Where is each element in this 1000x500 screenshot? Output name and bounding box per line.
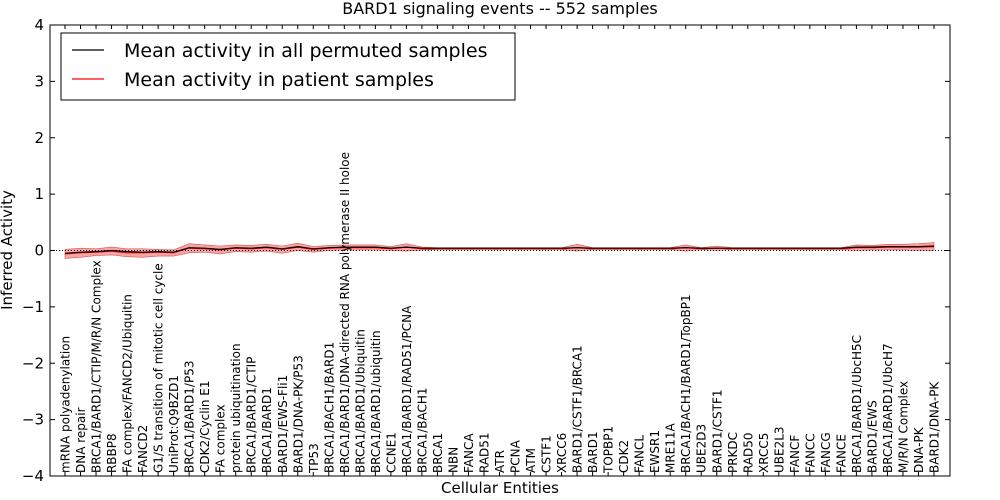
x-tick-label: BARD1/DNA-PK bbox=[928, 381, 942, 473]
x-tick-label: BRCA1/BARD1 bbox=[260, 387, 274, 473]
x-tick-label: BRCA1/BARD1/RAD51/PCNA bbox=[400, 305, 414, 473]
x-tick-label: UBE2L3 bbox=[772, 426, 786, 473]
x-tick-label: BRCA1/BACH1/BARD1/TopBP1 bbox=[679, 294, 693, 473]
x-tick-label: FANCD2 bbox=[136, 425, 150, 473]
y-tick-label: 1 bbox=[34, 185, 44, 203]
x-tick-label: CSTF1 bbox=[540, 435, 554, 473]
x-tick-label: RAD51 bbox=[478, 432, 492, 473]
series-line-permuted bbox=[64, 245, 935, 254]
x-tick-label: FANCC bbox=[803, 433, 817, 473]
y-axis-label: Inferred Activity bbox=[0, 190, 16, 310]
y-tick-label: 2 bbox=[34, 129, 44, 147]
x-tick-label: M/R/N Complex bbox=[897, 381, 911, 473]
x-tick-label: CCNE1 bbox=[384, 432, 398, 473]
x-tick-label: BRCA1/BARD1/CTIP/M/R/N Complex bbox=[90, 260, 104, 473]
x-tick-label: CDK2/Cyclin E1 bbox=[198, 380, 212, 473]
x-tick-label: FANCF bbox=[788, 435, 802, 473]
x-tick-label: BARD1 bbox=[586, 431, 600, 473]
x-tick-label: DNA-PK bbox=[912, 426, 926, 473]
y-tick-label: 0 bbox=[34, 242, 44, 260]
x-tick-label: EWSR1 bbox=[648, 430, 662, 473]
x-tick-label: FANCA bbox=[462, 433, 476, 473]
x-tick-label: BRCA1/BARD1/P53 bbox=[183, 361, 197, 473]
legend-box bbox=[60, 32, 516, 101]
y-tick-label: −3 bbox=[22, 411, 44, 429]
chart-title: BARD1 signaling events -- 552 samples bbox=[342, 0, 658, 18]
x-tick-label: BRCA1/BARD1/UbcH5C bbox=[850, 335, 864, 473]
y-tick-label: −2 bbox=[22, 354, 44, 372]
series-line-layer bbox=[50, 245, 950, 255]
x-tick-label: TP53 bbox=[307, 443, 321, 474]
x-tick-label: BRCA1/BARD1/ubiquitin bbox=[369, 330, 383, 473]
x-tick-label: UBE2D3 bbox=[695, 424, 709, 473]
y-tick-label: −1 bbox=[22, 298, 44, 316]
x-tick-label: BARD1/EWS bbox=[865, 400, 879, 473]
x-tick-label: BARD1/DNA-PK/P53 bbox=[291, 355, 305, 473]
legend-label-permuted: Mean activity in all permuted samples bbox=[124, 40, 487, 62]
x-tick-label: CDK2 bbox=[617, 440, 631, 473]
y-tick-label: 3 bbox=[34, 72, 44, 90]
x-tick-label: FANCE bbox=[834, 434, 848, 473]
x-tick-label: RAD50 bbox=[741, 432, 755, 473]
x-tick-label: PCNA bbox=[509, 439, 523, 473]
x-tick-label: ATR bbox=[493, 450, 507, 473]
x-tick-label: ATM bbox=[524, 448, 538, 473]
x-tick-label: FA complex/FANCD2/Ubiquitin bbox=[121, 294, 135, 473]
x-tick-label: FANCG bbox=[819, 432, 833, 473]
legend: Mean activity in all permuted samples Me… bbox=[60, 32, 516, 101]
x-tick-label: G1/S transition of mitotic cell cycle bbox=[152, 263, 166, 473]
x-tick-label: mRNA polyadenylation bbox=[59, 336, 73, 473]
x-tick-label: BRCA1/BARD1/UbcH7 bbox=[881, 343, 895, 473]
x-tick-label: FANCL bbox=[633, 435, 647, 473]
confidence-band bbox=[64, 242, 935, 259]
x-tick-label: XRCC5 bbox=[757, 433, 771, 473]
x-tick-label: BRCA1/BARD1/DNA-directed RNA polymerase … bbox=[338, 152, 352, 473]
x-tick-label: XRCC6 bbox=[555, 433, 569, 473]
x-tick-label: NBN bbox=[446, 447, 460, 473]
x-tick-label: BARD1/EWS-Fli1 bbox=[276, 375, 290, 473]
x-tick-label: DNA repair bbox=[74, 407, 88, 473]
x-tick-label: BARD1/CSTF1/BRCA1 bbox=[571, 345, 585, 473]
x-tick-label: BRCA1/BARD1/CTIP bbox=[245, 357, 259, 473]
x-tick-label: BARD1/CSTF1 bbox=[710, 389, 724, 473]
x-tick-label: BRCA1 bbox=[431, 433, 445, 473]
legend-label-patient: Mean activity in patient samples bbox=[124, 69, 434, 91]
x-tick-label: protein ubiquitination bbox=[229, 343, 243, 473]
x-tick-label: BRCA1/BACH1 bbox=[415, 387, 429, 473]
x-tick-label: PRKDC bbox=[726, 432, 740, 473]
x-tick-label: UniProt:Q9BZD1 bbox=[167, 375, 181, 473]
x-tick-label: FA complex bbox=[214, 404, 228, 473]
x-tick-label: BRCA1/BARD1/Ubiquitin bbox=[353, 329, 367, 473]
x-axis-label: Cellular Entities bbox=[441, 479, 559, 497]
plot-frame bbox=[49, 24, 951, 477]
x-axis-ticks: mRNA polyadenylation DNA repair BRCA1/BARD… bbox=[59, 25, 942, 476]
x-tick-label: RBBP8 bbox=[105, 433, 119, 473]
y-axis-ticks: −4 −3 −2 −1 0 1 2 3 4 bbox=[22, 16, 950, 485]
y-tick-label: −4 bbox=[22, 467, 44, 485]
x-tick-label: BRCA1/BACH1/BARD1 bbox=[322, 342, 336, 473]
y-tick-label: 4 bbox=[34, 16, 44, 34]
x-tick-label: TOPBP1 bbox=[602, 426, 616, 474]
x-tick-label: MRE11A bbox=[664, 422, 678, 473]
confidence-band-layer bbox=[64, 242, 935, 259]
